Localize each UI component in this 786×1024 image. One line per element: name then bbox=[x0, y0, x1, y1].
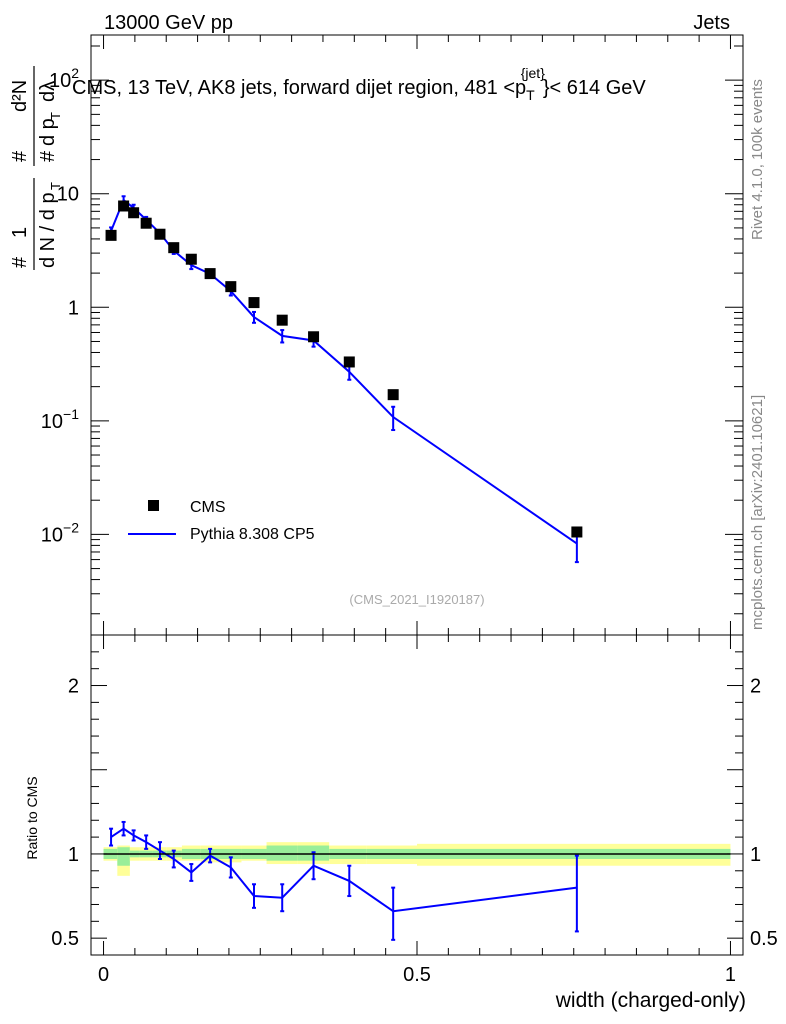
header-right: Jets bbox=[693, 12, 730, 34]
y-label-hash-1: # bbox=[9, 256, 31, 268]
cms-point bbox=[140, 217, 152, 229]
plot-title-sub: T bbox=[526, 87, 535, 103]
ratio-series bbox=[109, 820, 579, 941]
y-tick-label: 1 bbox=[68, 297, 79, 319]
y-tick-label: 10−2 bbox=[41, 519, 79, 546]
pythia-series bbox=[109, 195, 579, 564]
cms-point bbox=[225, 281, 237, 293]
axis-ticks bbox=[91, 35, 743, 956]
y-label-t-2: T bbox=[48, 112, 63, 120]
ratio-y-tick-label-left: 2 bbox=[68, 676, 79, 698]
plot-title-text: CMS, 13 TeV, AK8 jets, forward dijet reg… bbox=[72, 65, 646, 103]
y-label-hash-3: # bbox=[37, 150, 59, 162]
main-panel-frame bbox=[90, 34, 744, 636]
band-inner bbox=[266, 845, 298, 861]
cms-point bbox=[276, 314, 288, 326]
legend-label-pythia: Pythia 8.308 CP5 bbox=[190, 526, 315, 543]
band-inner bbox=[117, 847, 130, 866]
cms-point bbox=[343, 356, 355, 368]
cms-point bbox=[308, 331, 320, 343]
plot-title: CMS, 13 TeV, AK8 jets, forward dijet reg… bbox=[72, 65, 646, 103]
y-tick-label: 10 bbox=[57, 184, 79, 206]
y-label-dp: d p bbox=[37, 118, 59, 146]
cms-point bbox=[571, 526, 583, 538]
cms-point bbox=[387, 389, 399, 401]
ratio-line bbox=[110, 827, 577, 913]
ratio-y-tick-label-left: 1 bbox=[68, 844, 79, 866]
ratio-y-tick-label-right: 2 bbox=[750, 676, 761, 698]
y-label-d2n: d²N bbox=[9, 80, 31, 112]
y-label-t-1: T bbox=[48, 182, 63, 190]
ratio-y-label: Ratio to CMS bbox=[24, 776, 40, 859]
cms-point bbox=[248, 297, 260, 309]
cms-series bbox=[105, 200, 583, 538]
plot-title-main: CMS, 13 TeV, AK8 jets, forward dijet reg… bbox=[72, 77, 526, 99]
uncertainty-bands bbox=[103, 842, 731, 876]
y-axis-label: # 1 d N / d p T # d²N # d p T dλ bbox=[9, 66, 63, 270]
ratio-y-tick-label-left: 0.5 bbox=[51, 928, 79, 950]
x-tick-label: 0.5 bbox=[403, 964, 431, 986]
ratio-y-tick-label-right: 1 bbox=[750, 844, 761, 866]
analysis-reference: (CMS_2021_I1920187) bbox=[349, 592, 484, 607]
x-tick-label: 0 bbox=[98, 964, 109, 986]
legend-marker-cms bbox=[148, 500, 159, 511]
axis-tick-labels: 0 0.5 1 10−2 10−1 1 10 102 0.5 0.5 1 1 2 2 bbox=[41, 65, 778, 986]
cms-point bbox=[154, 228, 166, 240]
y-tick-label: 102 bbox=[49, 65, 79, 92]
cms-point bbox=[185, 253, 197, 265]
plot-title-sup: {jet} bbox=[521, 65, 545, 81]
ratio-panel-frame bbox=[90, 634, 744, 956]
side-label-rivet: Rivet 4.1.0, 100k events bbox=[749, 79, 766, 240]
plot-title-end: }< 614 GeV bbox=[543, 77, 647, 99]
x-axis-label: width (charged-only) bbox=[555, 989, 746, 1012]
cms-point bbox=[168, 242, 180, 254]
y-label-dl: dλ bbox=[37, 81, 59, 102]
legend: CMS Pythia 8.308 CP5 bbox=[128, 499, 315, 543]
y-tick-label: 10−1 bbox=[41, 406, 79, 433]
x-tick-label: 1 bbox=[725, 964, 736, 986]
legend-label-cms: CMS bbox=[190, 499, 226, 516]
pythia-line bbox=[110, 198, 578, 545]
header-left: 13000 GeV pp bbox=[104, 12, 233, 34]
ratio-y-tick-label-right: 0.5 bbox=[750, 928, 778, 950]
cms-point bbox=[128, 207, 140, 219]
y-label-hash-2: # bbox=[9, 150, 31, 162]
cms-point bbox=[105, 229, 117, 241]
y-label-dn: d N / d p bbox=[37, 192, 59, 268]
cms-point bbox=[204, 268, 216, 280]
cms-point bbox=[118, 200, 130, 212]
side-label-mcplots: mcplots.cern.ch [arXiv:2401.10621] bbox=[749, 395, 766, 630]
y-label-one: 1 bbox=[9, 227, 31, 238]
